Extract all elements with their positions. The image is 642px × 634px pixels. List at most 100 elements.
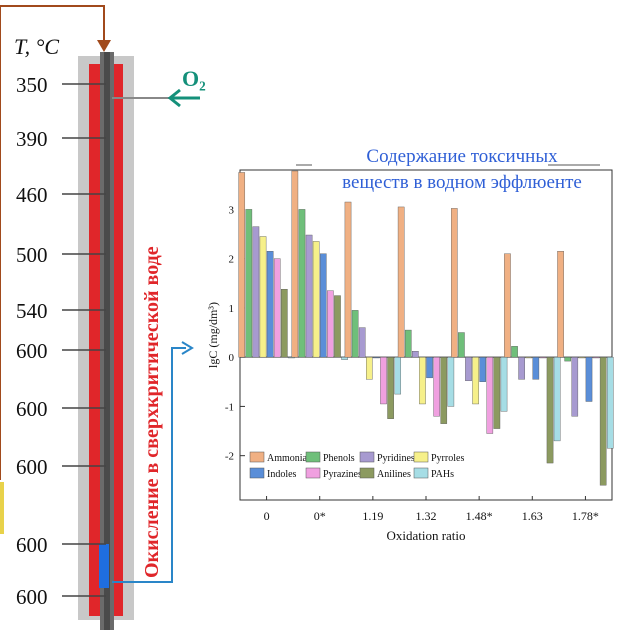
bar bbox=[281, 288, 288, 358]
legend-swatch bbox=[305, 451, 321, 463]
bar bbox=[266, 251, 274, 358]
y-tick-label: -1 bbox=[225, 401, 234, 413]
bar bbox=[404, 329, 412, 358]
x-tick-label: 0 bbox=[264, 509, 270, 523]
bar bbox=[525, 356, 533, 359]
temperature-label: 600 bbox=[16, 339, 48, 363]
bar bbox=[373, 356, 380, 359]
x-tick-label: 0* bbox=[314, 509, 326, 523]
y-tick-label: 3 bbox=[229, 204, 235, 216]
bar bbox=[387, 356, 394, 419]
bar bbox=[433, 356, 440, 417]
bar bbox=[500, 356, 508, 412]
bar bbox=[341, 356, 348, 360]
bar bbox=[493, 356, 501, 429]
bar bbox=[465, 356, 472, 382]
bar bbox=[259, 236, 267, 358]
bar bbox=[344, 201, 352, 358]
bar bbox=[252, 226, 260, 358]
bar bbox=[298, 209, 306, 358]
legend-label: Anilines bbox=[377, 469, 411, 480]
temperature-label: 350 bbox=[16, 73, 48, 97]
bar bbox=[305, 234, 313, 358]
legend-label: Indoles bbox=[267, 469, 297, 480]
temperature-labels: 350 390 460 500 540 600 600 600 600 600 bbox=[16, 73, 48, 609]
side-fragment bbox=[0, 482, 4, 534]
bar bbox=[366, 356, 373, 380]
chart: -2 -1 0 1 2 3 0 0* 1.19 1.32 1.48* 1.63 1.78* Oxidati… bbox=[206, 164, 614, 543]
chart-title: Содержание токсичных веществ в водном эф… bbox=[312, 144, 612, 196]
bar bbox=[511, 346, 518, 358]
effluent-outlet-line bbox=[112, 347, 186, 583]
bar bbox=[397, 206, 405, 358]
temperature-label: 460 bbox=[16, 183, 48, 207]
process-label: Окисление в сверхкритической воде bbox=[141, 246, 163, 578]
coolant-zone bbox=[99, 544, 109, 588]
bar bbox=[518, 356, 525, 380]
x-tick-label: 1.32 bbox=[416, 509, 437, 523]
bar bbox=[327, 290, 334, 358]
feed-inlet-line bbox=[0, 5, 105, 480]
bar bbox=[245, 209, 253, 358]
bar bbox=[479, 356, 486, 382]
legend-swatch bbox=[413, 451, 429, 463]
legend-label: Ammonia bbox=[267, 453, 308, 464]
y-tick-label: -2 bbox=[225, 451, 234, 463]
bar bbox=[419, 356, 426, 405]
bar bbox=[440, 356, 448, 424]
x-tick-label: 1.19 bbox=[362, 509, 383, 523]
temperature-label: 600 bbox=[16, 397, 48, 421]
bar bbox=[504, 253, 511, 358]
bar bbox=[553, 356, 561, 442]
temperature-label: 600 bbox=[16, 533, 48, 557]
legend-swatch bbox=[249, 467, 265, 479]
oxygen-label: O₂ bbox=[182, 66, 206, 91]
temperature-label: 600 bbox=[16, 455, 48, 479]
bar bbox=[450, 208, 458, 358]
effluent-arrow-head bbox=[181, 341, 194, 355]
bar bbox=[585, 356, 593, 402]
legend-swatch bbox=[249, 451, 265, 463]
chart-title-line-1: Содержание токсичных bbox=[366, 146, 558, 167]
legend-label: Phenols bbox=[323, 453, 355, 464]
bar bbox=[557, 251, 564, 358]
x-axis-label: Oxidation ratio bbox=[386, 528, 465, 543]
bar bbox=[564, 356, 571, 362]
x-tick-label: 1.63 bbox=[522, 509, 543, 523]
legend-swatch bbox=[305, 467, 321, 479]
y-axis-label: lgC (mg/dm³) bbox=[206, 302, 220, 368]
bar bbox=[458, 332, 465, 358]
legend-label: Pyrroles bbox=[431, 453, 464, 464]
y-tick-label: 1 bbox=[229, 303, 235, 315]
bar bbox=[291, 170, 299, 358]
feed-arrow-head bbox=[97, 40, 111, 52]
bar bbox=[312, 241, 320, 358]
temperature-label: 600 bbox=[16, 585, 48, 609]
bar bbox=[486, 356, 494, 434]
temperature-label: 390 bbox=[16, 127, 48, 151]
bar bbox=[571, 356, 579, 417]
y-tick-label: 0 bbox=[229, 352, 235, 364]
legend-swatch bbox=[359, 467, 375, 479]
bar bbox=[288, 356, 295, 359]
bar bbox=[426, 356, 433, 379]
bar bbox=[447, 356, 455, 407]
temperature-label: 540 bbox=[16, 299, 48, 323]
chart-title-line-2: веществ в водном эффлюенте bbox=[342, 172, 582, 193]
legend-label: Pyridines bbox=[377, 453, 415, 464]
bar bbox=[546, 356, 554, 464]
reactor-core bbox=[104, 52, 110, 630]
bar bbox=[539, 356, 547, 359]
bar bbox=[578, 356, 586, 359]
legend-swatch bbox=[359, 451, 375, 463]
legend-swatch bbox=[413, 467, 429, 479]
bar bbox=[472, 356, 479, 405]
bar bbox=[592, 356, 600, 359]
bar bbox=[380, 356, 387, 405]
legend-label: Pyrazines bbox=[323, 469, 362, 480]
bar bbox=[351, 310, 359, 358]
y-tick-label: 2 bbox=[229, 254, 235, 266]
temperature-label: 500 bbox=[16, 243, 48, 267]
x-tick-label: 1.48* bbox=[466, 509, 493, 523]
